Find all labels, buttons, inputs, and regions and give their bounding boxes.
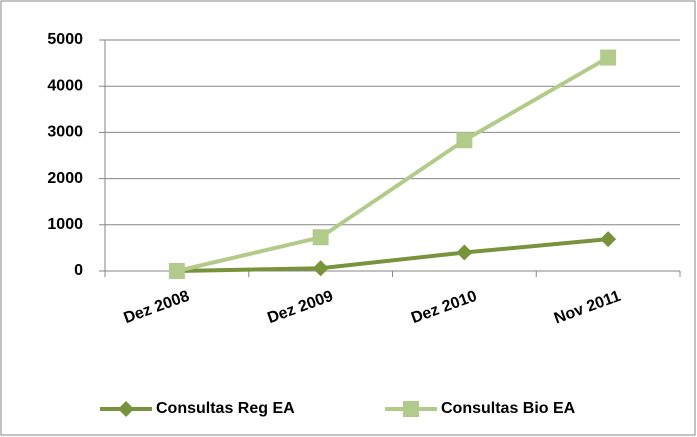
legend-label: Consultas Reg EA [156, 400, 295, 417]
marker [312, 260, 329, 277]
marker [456, 244, 473, 261]
marker [168, 263, 185, 279]
legend-marker [118, 401, 134, 417]
y-tick-label: 0 [74, 262, 83, 279]
marker [312, 229, 329, 246]
y-tick-label: 1000 [47, 216, 83, 233]
legend-label: Consultas Bio EA [441, 400, 576, 417]
legend-marker [403, 401, 419, 417]
y-tick-label: 3000 [47, 124, 83, 141]
y-tick-label: 4000 [47, 77, 83, 94]
marker [456, 132, 473, 149]
marker [600, 231, 617, 248]
series-line [176, 55, 610, 273]
y-tick-label: 5000 [47, 31, 83, 48]
series-line [176, 237, 609, 273]
y-tick-label: 2000 [47, 170, 83, 187]
marker [600, 49, 617, 66]
